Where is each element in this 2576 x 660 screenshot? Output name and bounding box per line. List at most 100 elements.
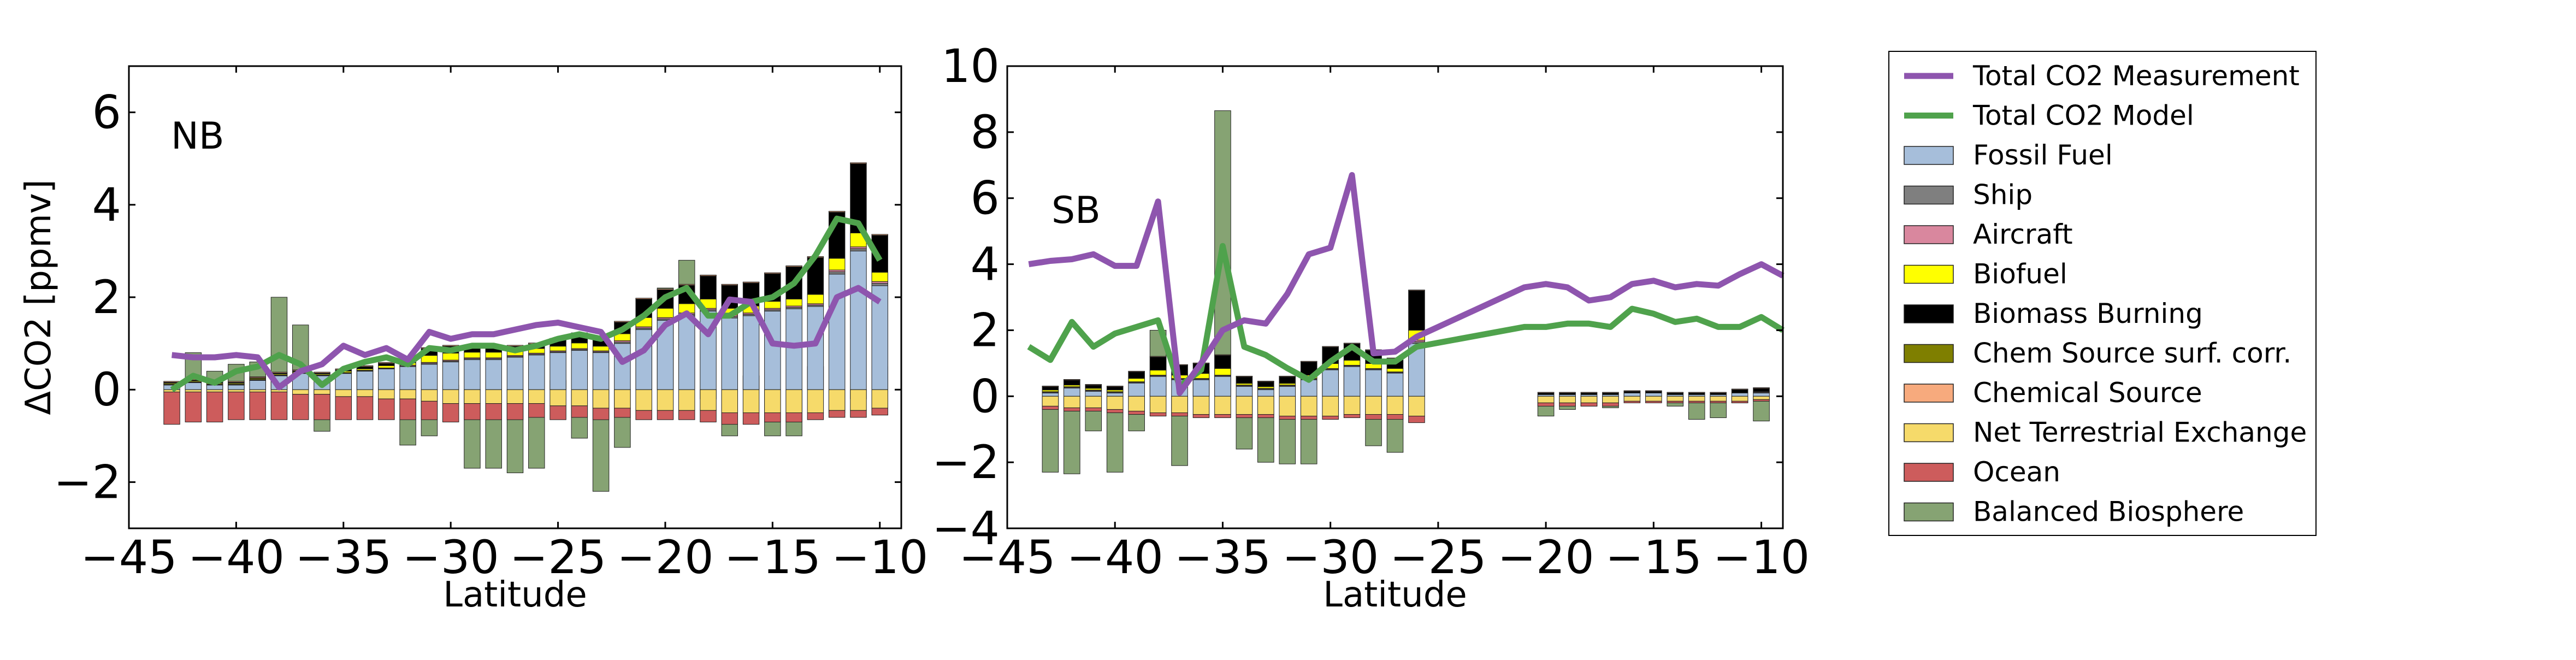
- nb-x-tick-label: −30: [403, 531, 499, 584]
- sb-bar-fossil-fuel: [1257, 389, 1274, 397]
- nb-bar-net-terrestrial: [571, 389, 588, 406]
- nb-bar-net-terrestrial: [163, 389, 180, 392]
- nb-bar-ocean: [571, 405, 588, 418]
- sb-bars: [1042, 110, 1770, 474]
- nb-bar-ocean: [185, 391, 202, 422]
- sb-bar-biofuel: [1128, 378, 1145, 382]
- nb-bar-aircraft: [828, 269, 846, 272]
- nb-bar-fossil-fuel: [850, 250, 867, 390]
- nb-bar-net-terrestrial: [506, 389, 524, 404]
- sb-panel-label: SB: [1051, 189, 1101, 232]
- nb-x-tick-label: −40: [188, 531, 285, 584]
- nb-bar-ocean: [335, 396, 352, 420]
- nb-bar-fossil-fuel: [678, 315, 695, 390]
- nb-bar-net-terrestrial: [657, 389, 674, 411]
- nb-bar-fossil-fuel: [442, 361, 459, 390]
- nb-bar-ocean: [314, 394, 330, 420]
- nb-x-tick-label: −25: [510, 531, 606, 584]
- legend-label-biomass-burning: Biomass Burning: [1973, 298, 2203, 329]
- sb-bar-ocean: [1322, 416, 1339, 420]
- sb-bar-ocean: [1300, 416, 1317, 420]
- legend-entries: Total CO2 Measurement Total CO2 Model Foss…: [1904, 60, 2307, 528]
- sb-bar-net-terrestrial: [1042, 396, 1059, 406]
- nb-bar-net-terrestrial: [356, 389, 374, 397]
- legend-frame: [1888, 51, 2317, 536]
- sb-bar-biomass-burning: [1236, 376, 1253, 384]
- legend-label-total-co2-measurement: Total CO2 Measurement: [1972, 60, 2300, 92]
- nb-bar-biofuel: [871, 272, 888, 282]
- sb-bar-ocean: [1386, 414, 1404, 420]
- sb-bar-net-terrestrial: [1322, 396, 1339, 417]
- sb-bar-fossil-fuel: [1085, 391, 1102, 397]
- nb-bar-ocean: [292, 394, 309, 420]
- sb-bar-fossil-fuel: [1192, 379, 1210, 397]
- sb-bar-net-terrestrial: [1106, 396, 1124, 410]
- nb-bar-ocean: [592, 408, 610, 420]
- nb-panel-label: NB: [171, 115, 224, 158]
- sb-bar-chemical-source: [1602, 392, 1619, 393]
- nb-bar-biofuel: [807, 294, 824, 304]
- nb-bar-ocean: [850, 410, 867, 418]
- nb-bar-biofuel: [550, 346, 566, 351]
- sb-bar-fossil-fuel: [1753, 392, 1770, 397]
- nb-bar-net-terrestrial: [742, 389, 760, 414]
- legend-label-ocean: Ocean: [1973, 456, 2060, 488]
- nb-bar-net-terrestrial: [528, 389, 545, 404]
- sb-bar-biomass-burning: [1149, 356, 1167, 371]
- nb-x-tick-label: −15: [724, 531, 821, 584]
- nb-bar-net-terrestrial: [785, 389, 802, 414]
- legend-label-biofuel: Biofuel: [1973, 258, 2067, 290]
- nb-bar-biofuel: [785, 298, 802, 307]
- sb-bar-ocean: [1753, 399, 1770, 402]
- sb-bar-net-terrestrial: [1300, 396, 1317, 417]
- sb-bar-biofuel: [1149, 370, 1167, 376]
- sb-bar-biomass-burning: [1279, 376, 1296, 384]
- legend-label-total-co2-model: Total CO2 Model: [1972, 100, 2194, 132]
- nb-bar-ocean: [657, 410, 674, 420]
- nb-bar-ocean: [485, 403, 502, 420]
- sb-x-tick-label: −20: [1497, 531, 1594, 584]
- sb-bar-fossil-fuel: [1731, 392, 1748, 397]
- sb-bar-ocean: [1149, 412, 1167, 417]
- nb-bar-net-terrestrial: [592, 389, 610, 409]
- sb-bar-ocean: [1537, 402, 1555, 406]
- sb-bar-biomass-burning: [1085, 385, 1102, 389]
- sb-bar-fossil-fuel: [1279, 386, 1296, 397]
- sb-bar-net-terrestrial: [1386, 396, 1404, 415]
- nb-bar-biofuel: [657, 308, 674, 318]
- sb-bar-ocean: [1064, 407, 1080, 411]
- nb-bar-net-terrestrial: [850, 389, 867, 411]
- nb-bar-net-terrestrial: [292, 389, 309, 395]
- sb-bar-ocean: [1602, 402, 1619, 406]
- sb-bar-fossil-fuel: [1645, 392, 1662, 397]
- nb-bar-fossil-fuel: [550, 352, 566, 390]
- sb-bar-chemical-source: [1149, 356, 1167, 357]
- sb-y-tick-label: −2: [932, 435, 1000, 489]
- sb-bar-chemical-source: [1322, 346, 1339, 347]
- sb-bar-net-terrestrial: [1667, 396, 1684, 402]
- nb-x-tick-label: −20: [617, 531, 713, 584]
- nb-bar-fossil-fuel: [185, 382, 202, 390]
- sb-bar-net-terrestrial: [1602, 396, 1619, 403]
- nb-bar-net-terrestrial: [464, 389, 481, 404]
- sb-y-tick-label: 2: [971, 303, 1000, 357]
- sb-bar-fossil-fuel: [1042, 392, 1059, 397]
- sb-bar-ocean: [1559, 402, 1576, 406]
- sb-x-tick-label: −10: [1713, 531, 1810, 584]
- sb-bar-biomass-burning: [1257, 381, 1274, 387]
- nb-bar-ship: [850, 248, 867, 251]
- legend-label-fossil-fuel: Fossil Fuel: [1973, 139, 2113, 171]
- sb-bar-ocean: [1710, 400, 1727, 403]
- nb-bar-ocean: [528, 403, 545, 418]
- sb-bar-fossil-fuel: [1064, 387, 1080, 397]
- sb-bar-chemical-source: [1064, 379, 1080, 381]
- sb-bar-chemical-source: [1688, 392, 1705, 393]
- sb-bar-net-terrestrial: [1064, 396, 1080, 408]
- sb-bar-biomass-burning: [1106, 386, 1124, 391]
- sb-bar-net-terrestrial: [1343, 396, 1361, 415]
- nb-bar-chemical-source: [228, 381, 245, 383]
- nb-x-tick-label: −10: [831, 531, 928, 584]
- sb-x-tick-label: −35: [1174, 531, 1271, 584]
